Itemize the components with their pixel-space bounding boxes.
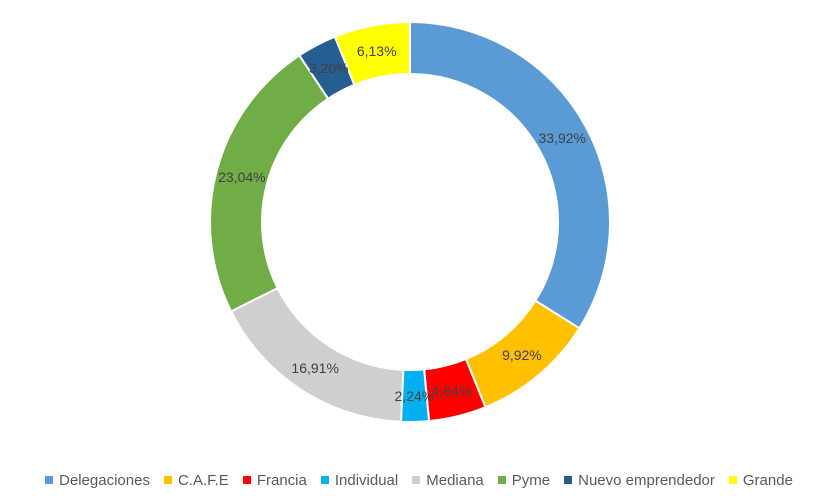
chart-legend: Delegaciones C.A.F.E Francia Individual Medi… [0,470,838,490]
slice-label-c-a-f-e: 9,92% [502,347,542,363]
legend-swatch [163,476,172,484]
legend-item-delegaciones: Delegaciones [45,470,150,490]
legend-item-francia: Francia [242,470,307,490]
legend-label: Delegaciones [59,471,150,489]
legend-swatch [564,476,573,484]
legend-swatch [728,476,737,484]
slice-label-pyme: 23,04% [218,169,265,185]
legend-label: Pyme [511,471,551,489]
legend-label: Grande [742,471,793,489]
legend-label: Nuevo emprendedor [578,471,715,489]
legend-item-grande: Grande [728,470,793,490]
donut-slices [209,20,611,423]
legend-item-individual: Individual [320,470,399,490]
legend-swatch [497,476,506,484]
slice-label-delegaciones: 33,92% [539,130,586,146]
legend-label: C.A.F.E [177,471,229,489]
legend-swatch [45,476,54,484]
legend-item-pyme: Pyme [497,470,551,490]
slice-label-grande: 6,13% [357,43,397,59]
slice-delegaciones [409,20,611,330]
legend-swatch [412,476,421,484]
slice-labels: 33,92% 9,92% 4,64%2,24% 16,91% 23,04% 3,20% 6,… [218,43,586,404]
legend-item-nuevo-emprendedor: Nuevo emprendedor [564,470,715,490]
legend-swatch [320,476,329,484]
slice-label-mediana: 16,91% [291,360,338,376]
legend-item-mediana: Mediana [412,470,484,490]
legend-label: Francia [256,471,307,489]
slice-label-francia: 4,64% [432,383,472,399]
legend-label: Mediana [426,471,484,489]
legend-label: Individual [334,471,399,489]
legend-swatch [242,476,251,484]
slice-mediana [229,286,405,423]
slice-label-nuevo-emprendedor: 3,20% [309,60,349,76]
slice-grande [333,20,411,87]
legend-item-c-a-f-e: C.A.F.E [163,470,229,490]
slice-label-individual: 2,24% [395,388,435,404]
